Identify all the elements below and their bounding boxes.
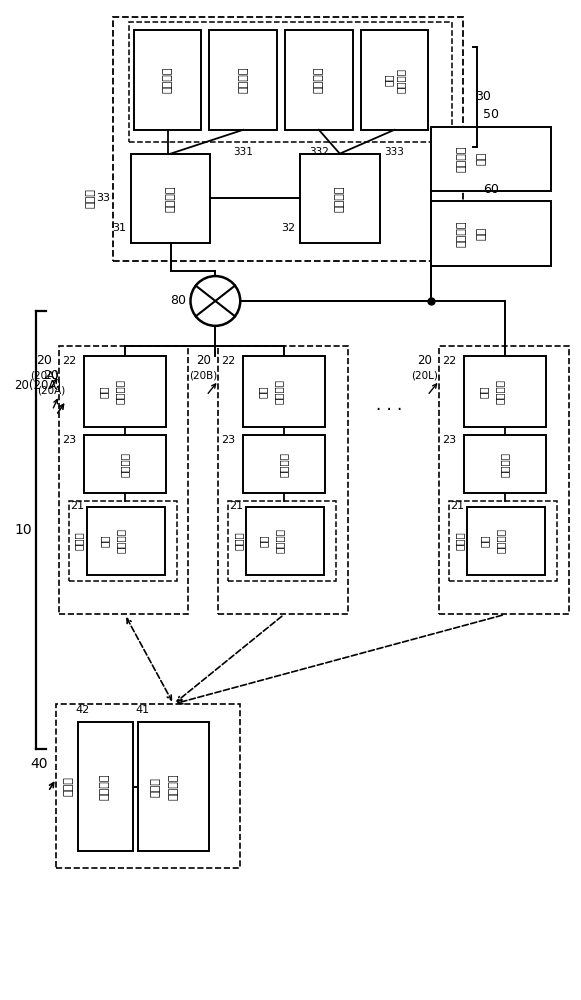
Text: (20L): (20L) <box>411 371 438 381</box>
Text: 30: 30 <box>475 90 491 103</box>
Text: 通信单元: 通信单元 <box>115 379 125 404</box>
Text: 20: 20 <box>196 354 211 367</box>
Text: 331: 331 <box>234 147 253 157</box>
Text: · · ·: · · · <box>376 401 403 419</box>
Bar <box>78 722 132 851</box>
Text: 第一: 第一 <box>100 535 110 547</box>
Text: 32: 32 <box>281 223 295 233</box>
Bar <box>431 127 551 191</box>
Text: 系统: 系统 <box>476 152 486 165</box>
Bar <box>439 346 569 614</box>
Bar <box>69 501 177 581</box>
Text: 10: 10 <box>15 523 32 537</box>
Text: 80: 80 <box>171 294 187 307</box>
Text: 41: 41 <box>135 705 150 715</box>
Text: 40: 40 <box>30 757 48 771</box>
Text: 60: 60 <box>483 183 499 196</box>
Text: 333: 333 <box>385 147 404 157</box>
Text: (20B): (20B) <box>189 371 217 381</box>
Text: 控制单元: 控制单元 <box>120 452 130 477</box>
Text: 21: 21 <box>70 501 84 511</box>
Text: 存储单元: 存储单元 <box>335 185 345 212</box>
Text: 31: 31 <box>112 223 126 233</box>
Text: 通信单元: 通信单元 <box>166 185 175 212</box>
Text: 通信单元: 通信单元 <box>495 379 505 404</box>
Bar <box>56 704 240 868</box>
Bar <box>243 435 325 493</box>
Bar <box>300 154 379 243</box>
Bar <box>87 507 164 575</box>
Text: 42: 42 <box>76 705 90 715</box>
Text: 获取单元: 获取单元 <box>238 67 248 93</box>
Text: 20: 20 <box>36 354 52 367</box>
Bar <box>228 501 336 581</box>
Text: 设备
控制单元: 设备 控制单元 <box>383 68 406 93</box>
Text: 输出单元: 输出单元 <box>314 67 324 93</box>
Bar <box>134 30 202 130</box>
Bar <box>59 346 188 614</box>
Text: 控制单元: 控制单元 <box>500 452 510 477</box>
Bar <box>467 507 545 575</box>
Text: 20: 20 <box>417 354 432 367</box>
Text: 照明控制: 照明控制 <box>456 145 466 172</box>
Bar <box>464 356 546 427</box>
Bar <box>131 154 210 243</box>
Text: 第二: 第二 <box>479 385 489 398</box>
Text: 控制单元: 控制单元 <box>279 452 289 477</box>
Text: 22: 22 <box>442 356 456 366</box>
Text: 系统: 系统 <box>476 227 486 240</box>
Text: 23: 23 <box>442 435 456 445</box>
Text: 332: 332 <box>309 147 329 157</box>
Text: 20: 20 <box>43 369 59 382</box>
Text: (20A): (20A) <box>37 386 65 396</box>
Bar <box>285 30 353 130</box>
Text: 控制单元: 控制单元 <box>163 67 173 93</box>
Text: 21: 21 <box>450 501 464 511</box>
Bar <box>449 501 557 581</box>
Text: 服务器: 服务器 <box>86 189 96 208</box>
Text: 23: 23 <box>62 435 76 445</box>
Text: 空调控制: 空调控制 <box>456 220 466 247</box>
Bar <box>138 722 209 851</box>
Text: 通信单元: 通信单元 <box>275 528 285 553</box>
Text: 21: 21 <box>229 501 243 511</box>
Text: 第一: 第一 <box>480 535 490 547</box>
Bar <box>431 201 551 266</box>
Text: 接收器: 接收器 <box>233 531 243 550</box>
Text: 通信单元: 通信单元 <box>116 528 126 553</box>
Bar <box>361 30 428 130</box>
Bar <box>84 435 166 493</box>
Text: 通信单元: 通信单元 <box>274 379 284 404</box>
Text: 第二: 第二 <box>258 385 268 398</box>
Text: 接收器: 接收器 <box>454 531 464 550</box>
Text: 22: 22 <box>62 356 76 366</box>
Bar <box>209 30 277 130</box>
Text: 第二: 第二 <box>99 385 109 398</box>
Text: (20A): (20A) <box>30 371 58 381</box>
Text: 发送器: 发送器 <box>63 776 73 796</box>
Bar <box>84 356 166 427</box>
Text: 22: 22 <box>221 356 235 366</box>
Text: 发送器: 发送器 <box>150 777 161 797</box>
Text: 控制单元: 控制单元 <box>100 773 110 800</box>
Bar <box>113 17 463 261</box>
Bar <box>129 22 452 142</box>
Text: 50: 50 <box>483 108 499 121</box>
Text: 通信单元: 通信单元 <box>496 528 506 553</box>
Bar <box>218 346 347 614</box>
Text: 通信单元: 通信单元 <box>168 773 178 800</box>
Bar <box>464 435 546 493</box>
Text: 接收器: 接收器 <box>74 531 84 550</box>
Bar <box>243 356 325 427</box>
Text: 20(20A): 20(20A) <box>14 379 61 392</box>
Text: 23: 23 <box>221 435 235 445</box>
Bar <box>246 507 324 575</box>
Text: 第一: 第一 <box>259 535 269 547</box>
Text: 33: 33 <box>96 193 110 203</box>
